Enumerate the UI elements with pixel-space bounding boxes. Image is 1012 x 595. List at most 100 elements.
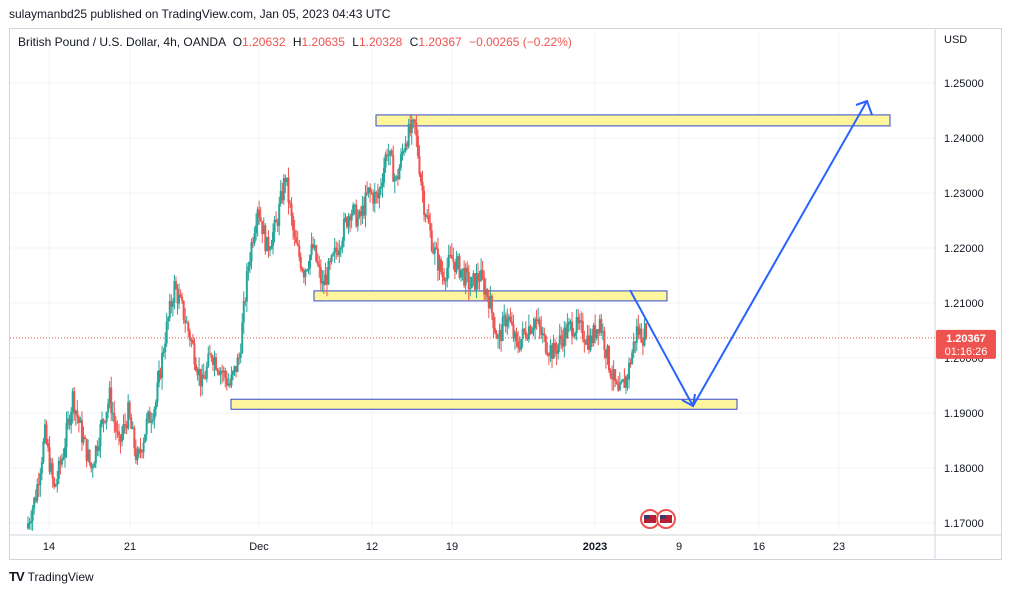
candle-body [483, 277, 486, 295]
candle-body [267, 237, 270, 251]
candle-body [409, 124, 412, 134]
candle-body [433, 247, 436, 254]
candle-body [241, 322, 244, 354]
candle-body [248, 261, 251, 267]
candle-body [150, 421, 153, 423]
candle-body [231, 371, 234, 375]
candle-body [378, 188, 381, 199]
candle-body [387, 155, 390, 157]
candle-body [208, 353, 211, 355]
candle-body [567, 321, 570, 325]
candle-body [478, 280, 481, 282]
y-tick-label: 1.21000 [944, 298, 984, 310]
candle-body [313, 245, 316, 248]
candle-body [184, 319, 187, 323]
candle-body [281, 190, 284, 201]
candle-body [438, 259, 441, 271]
candle-body [27, 523, 29, 529]
footer[interactable]: TV TradingView [9, 569, 94, 584]
candle-body [507, 316, 510, 320]
candle-body [376, 193, 379, 199]
candle-body [114, 422, 117, 432]
candle-body [157, 370, 160, 383]
change-value: −0.00265 (−0.22%) [469, 35, 572, 49]
candle-body [105, 411, 108, 423]
candle-body [497, 337, 500, 339]
candle-body [524, 331, 527, 338]
candle-body [634, 341, 637, 344]
candle-body [581, 320, 584, 340]
candle-body [512, 324, 515, 339]
candle-body [450, 255, 453, 259]
candle-body [541, 333, 544, 335]
candle-body [144, 434, 147, 443]
x-tick-label: 16 [753, 541, 765, 553]
projection-arrow-path[interactable] [629, 100, 868, 407]
candle-body [71, 391, 74, 412]
candle-body [54, 484, 57, 487]
candle-body [292, 216, 295, 231]
candle-body [453, 261, 456, 273]
candle-body [111, 413, 114, 415]
candle-body [563, 327, 566, 347]
bar-countdown: 01:16:26 [945, 346, 988, 358]
candle-body [510, 321, 513, 325]
candle-body [577, 317, 580, 324]
candle-body [33, 497, 36, 509]
candle-body [222, 370, 225, 373]
arrow-head-down [681, 393, 696, 408]
candle-body [515, 332, 518, 342]
candle-body [162, 351, 165, 354]
candle-body [207, 353, 210, 367]
candle-body [68, 418, 71, 426]
symbol-legend: British Pound / U.S. Dollar, 4h, OANDA O… [18, 35, 572, 49]
candle-body [121, 433, 124, 442]
candle-body [631, 352, 634, 365]
candle-body [198, 368, 201, 376]
candle-body [91, 467, 94, 469]
candle-body [244, 300, 247, 302]
candle-body [30, 521, 33, 524]
candle-body [154, 402, 157, 410]
candle-body [487, 296, 490, 309]
tradingview-logo-icon: TV [9, 569, 25, 584]
zone-rectangle[interactable] [230, 398, 738, 410]
candle-body [99, 424, 102, 447]
candle-body [278, 203, 281, 226]
candle-body [530, 329, 533, 334]
candle-body [235, 366, 238, 372]
zone-rectangle[interactable] [375, 114, 891, 127]
candle-body [139, 448, 142, 452]
candle-body [500, 330, 503, 342]
candle-body [473, 273, 476, 290]
candle-body [265, 237, 268, 252]
candle-body [436, 248, 439, 271]
candle-body [307, 267, 310, 270]
candle-body [424, 214, 427, 217]
candle-body [554, 342, 557, 351]
candle-body [128, 402, 131, 418]
candle-body [327, 261, 330, 285]
candle-body [110, 387, 113, 414]
candle-body [185, 322, 188, 324]
candle-body [604, 350, 607, 359]
candle-body [39, 473, 42, 486]
candle-body [122, 423, 125, 434]
candle-body [174, 281, 177, 289]
candle-body [467, 272, 470, 290]
candle-body [318, 264, 321, 268]
candle-body [97, 446, 100, 451]
candle-body [332, 253, 335, 256]
candle-body [290, 203, 293, 217]
y-tick-label: 1.19000 [944, 408, 984, 420]
candle-body [615, 381, 618, 385]
x-tick-label: 9 [676, 541, 682, 553]
candle-body [578, 320, 581, 324]
candle-body [589, 335, 592, 351]
candle-body [319, 267, 322, 284]
candle-body [238, 357, 241, 359]
candle-body [547, 355, 550, 357]
chart-frame[interactable] [9, 28, 1002, 560]
candle-body [164, 343, 167, 352]
